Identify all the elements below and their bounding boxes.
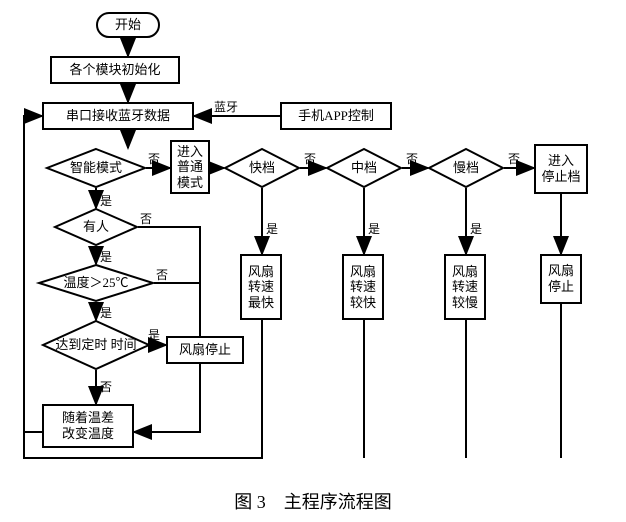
process-fan_slow: 风扇 转速 较慢	[444, 254, 486, 320]
edge-label: 否	[304, 150, 316, 167]
edge-label: 否	[508, 150, 520, 167]
edge-label: 否	[156, 266, 168, 283]
edge-label: 否	[100, 378, 112, 395]
process-normal: 进入 普通 模式	[170, 140, 210, 194]
edge-label: 是	[368, 220, 380, 237]
process-stopg: 进入 停止档	[534, 144, 588, 194]
process-init: 各个模块初始化	[50, 56, 180, 84]
edge-label: 否	[148, 150, 160, 167]
edge-label: 是	[100, 192, 112, 209]
decision-smart: 智能模式	[46, 148, 146, 188]
process-fan_stop2: 风扇 停止	[540, 254, 582, 304]
label-bt: 蓝牙	[214, 98, 238, 115]
decision-temp: 温度＞25℃	[38, 264, 154, 302]
process-uart: 串口接收蓝牙数据	[42, 102, 194, 130]
process-fanstop: 风扇停止	[166, 336, 244, 364]
edge-label: 否	[140, 210, 152, 227]
decision-person: 有人	[54, 208, 138, 246]
process-fan_midf: 风扇 转速 较快	[342, 254, 384, 320]
process-adjust: 随着温差 改变温度	[42, 404, 134, 448]
decision-fast: 快档	[224, 148, 300, 188]
process-fan_fast: 风扇 转速 最快	[240, 254, 282, 320]
edge-label: 否	[406, 150, 418, 167]
decision-slow: 慢档	[428, 148, 504, 188]
decision-mid: 中档	[326, 148, 402, 188]
edge-label: 是	[100, 304, 112, 321]
process-app: 手机APP控制	[280, 102, 392, 130]
edge-label: 是	[470, 220, 482, 237]
flowchart-canvas: 图 3 主程序流程图 开始各个模块初始化串口接收蓝牙数据 蓝牙 手机APP控制智能模…	[0, 0, 626, 522]
terminator-start: 开始	[96, 12, 160, 38]
edge-label: 是	[148, 326, 160, 343]
edge-label: 是	[266, 220, 278, 237]
decision-timer: 达到定时 时间	[42, 320, 150, 370]
edge-label: 是	[100, 248, 112, 265]
figure-caption: 图 3 主程序流程图	[0, 488, 626, 514]
